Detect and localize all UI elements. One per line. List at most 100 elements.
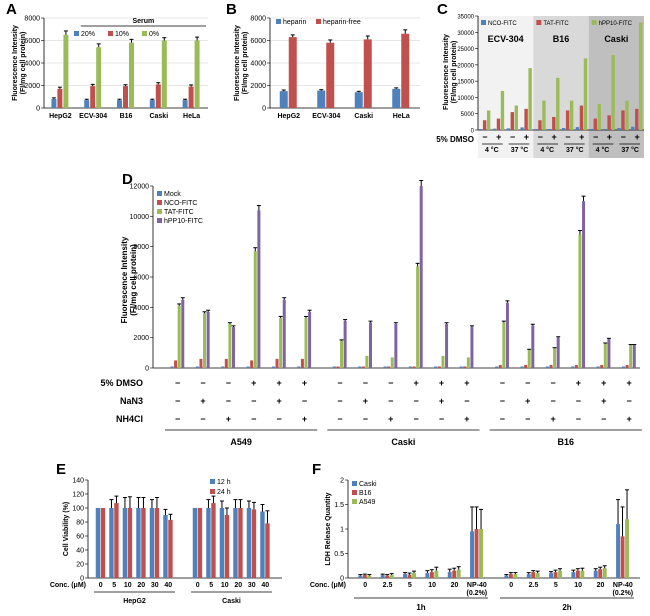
sign-C-10: − <box>621 132 626 142</box>
bar-F-Caski-6 <box>504 575 509 578</box>
bar-F-A549-4 <box>456 569 461 578</box>
ytick-label-A-2: 4000 <box>24 61 40 68</box>
legend-label-B-0: heparin <box>283 19 306 26</box>
bar-E-12 h-7 <box>206 508 211 578</box>
bar-E-12 h-9 <box>233 508 238 578</box>
bar-D-Mock-8 <box>383 366 387 368</box>
xtick-label-B-3: HeLa <box>393 113 410 120</box>
bar-E-24 h-2 <box>127 508 133 578</box>
ytick-label-E-3: 60 <box>76 534 84 541</box>
ytick-label-B-1: 2000 <box>250 83 266 90</box>
bar-D-Mock-17 <box>621 366 625 368</box>
bar-D-hPP10-FITC-10 <box>445 324 449 368</box>
sign-D-1-1: + <box>200 396 205 406</box>
group-label-F-1: 2h <box>562 603 571 612</box>
bar-A-10%-B16 <box>123 86 128 108</box>
annotation-A: Serum <box>133 18 155 25</box>
ytick-label-F-4: 2 <box>340 478 344 485</box>
sign-D-2-13: − <box>525 414 530 424</box>
bar-E-24 h-6 <box>197 508 203 578</box>
xtick-label-F-1: 2.5 <box>383 582 393 589</box>
panel-letter-C: C <box>437 1 448 18</box>
bar-D-TAT-FITC-11 <box>466 357 470 368</box>
bar-E-24 h-9 <box>238 508 243 578</box>
bar-D-TAT-FITC-9 <box>416 266 420 368</box>
row-label-D-0: 5% DMSO <box>100 378 143 388</box>
ylabel-D-line1: Fluorescence Intensity <box>120 236 129 323</box>
bar-F-A549-10 <box>602 568 607 578</box>
bar-D-Mock-13 <box>520 366 524 368</box>
legend-swatch-E-0 <box>210 479 215 484</box>
bar-F-Caski-3 <box>425 573 430 578</box>
bar-E-12 h-10 <box>246 508 252 578</box>
bar-D-Mock-6 <box>332 366 336 368</box>
legend-label-C-2: hPP10-FITC <box>599 21 633 27</box>
bar-F-B16-2 <box>407 574 412 578</box>
bar-A-20%-HepG2 <box>51 99 57 108</box>
bar-B-heparin-free-HeLa <box>401 33 410 108</box>
bar-D-hPP10-FITC-6 <box>343 320 347 368</box>
panel-letter-F: F <box>312 461 321 478</box>
legend-swatch-B-1 <box>316 19 321 24</box>
group-shade-C-1 <box>533 16 589 158</box>
sign-D-1-5: − <box>302 396 307 406</box>
bar-D-NCO-FITC-14 <box>549 364 553 368</box>
sign-C-4: − <box>538 132 543 142</box>
ytick-label-C-0: 0 <box>471 129 475 135</box>
sign-D-0-13: − <box>525 378 530 388</box>
xtick-label-B-0: HepG2 <box>277 113 300 120</box>
row-label-D-1: NaN3 <box>120 396 143 406</box>
ylabel-C-line1: Fluorescence Intensity <box>443 34 450 110</box>
temp-label-C-1-0: 4 °C <box>540 146 554 154</box>
bar-A-10%-HepG2 <box>57 88 63 108</box>
bar-D-TAT-FITC-8 <box>390 357 394 368</box>
sign-D-1-12: − <box>500 396 505 406</box>
bar-D-hPP10-FITC-12 <box>505 302 509 368</box>
bar-B-heparin-free-Caski <box>363 39 372 108</box>
bar-C-hPP10-FITC-0 <box>486 110 491 130</box>
group-shade-C-0 <box>478 16 534 158</box>
bar-C-TAT-FITC-5 <box>552 116 556 130</box>
group-label-C-2: Caski <box>604 34 628 44</box>
bar-E-12 h-1 <box>109 508 114 578</box>
bar-E-24 h-10 <box>251 509 257 578</box>
bar-F-Caski-10 <box>593 570 598 578</box>
ytick-label-E-7: 140 <box>72 478 84 485</box>
sign-C-3: + <box>524 132 529 142</box>
ytick-label-E-5: 100 <box>72 506 84 513</box>
panel-letter-E: E <box>56 461 66 478</box>
panel-letter-B: B <box>226 1 237 18</box>
ytick-label-D-5: 10000 <box>130 214 150 221</box>
bar-A-20%-B16 <box>117 100 122 108</box>
ylabel-D-line2: (FI/mg cell protein) <box>129 244 138 316</box>
sign-C-5: + <box>551 132 556 142</box>
bar-E-24 h-0 <box>100 508 106 578</box>
bar-F-A549-7 <box>535 573 540 578</box>
bar-D-NCO-FITC-9 <box>412 366 416 368</box>
xtick-label-F-0: 0 <box>363 582 367 589</box>
sign-D-2-8: + <box>388 414 393 424</box>
ytick-label-A-0: 0 <box>36 106 40 113</box>
bar-D-hPP10-FITC-15 <box>582 201 586 368</box>
panel-letter-D: D <box>122 171 133 188</box>
bar-A-20%-ECV-304 <box>84 100 90 108</box>
bar-F-Caski-11 <box>616 524 620 578</box>
xtick-label-A-1: ECV-304 <box>79 113 107 120</box>
ylabel-C-line2: (FI/mg cell protein) <box>451 41 458 104</box>
bar-D-NCO-FITC-2 <box>224 358 228 368</box>
ytick-label-C-2: 10000 <box>457 96 474 102</box>
ylabel-B-line1: Fluorescence Intensity <box>234 25 241 101</box>
temp-label-C-2-0: 4 °C <box>596 146 610 154</box>
bar-B-heparin-Caski <box>354 92 363 108</box>
bar-C-TAT-FITC-6 <box>565 110 570 130</box>
bar-D-NCO-FITC-12 <box>498 364 502 368</box>
sign-D-0-11: + <box>464 378 469 388</box>
bar-D-TAT-FITC-12 <box>502 322 506 368</box>
bar-F-B16-9 <box>575 570 580 578</box>
bar-D-TAT-FITC-4 <box>279 317 283 368</box>
group-label-D-1: Caski <box>391 437 415 447</box>
sign-D-1-14: − <box>550 396 555 406</box>
legend-label-F-0: Caski <box>359 481 377 488</box>
sign-D-1-0: − <box>175 396 180 406</box>
bar-D-Mock-1 <box>195 366 199 368</box>
